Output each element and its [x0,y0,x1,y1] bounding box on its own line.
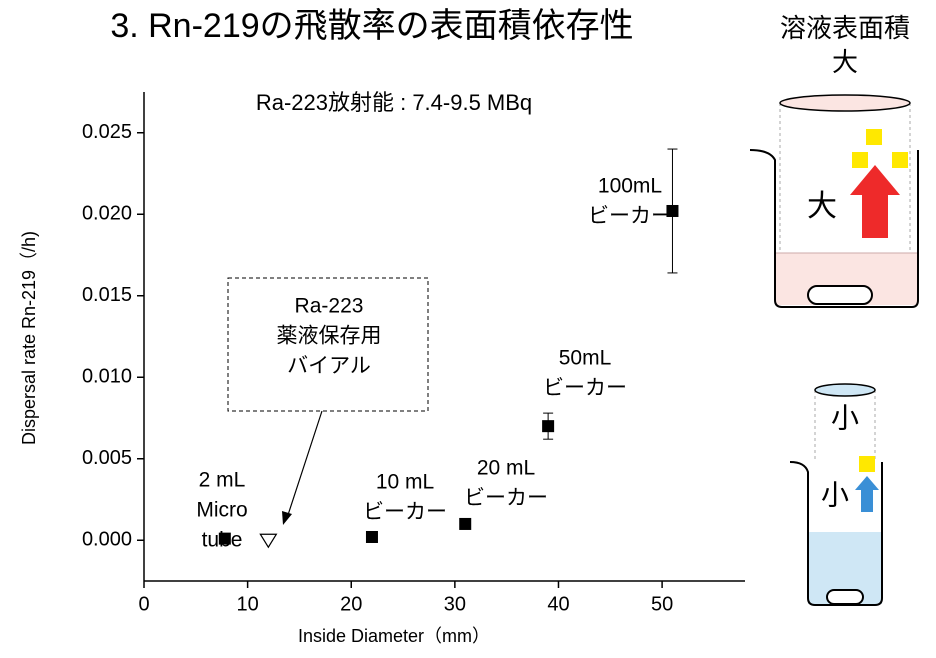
annotation: Ra-223 [295,295,364,318]
diagram-label: 小 [821,479,849,510]
annotation: ビーカー [464,487,548,510]
annotation: ビーカー [588,205,672,228]
y-tick-label: 0.015 [82,284,132,306]
page: {"chart_data": {"type": "scatter", "titl… [0,0,936,653]
y-tick-label: 0.000 [82,529,132,551]
title: 3. Rn-219の飛散率の表面積依存性 [110,7,633,45]
x-tick-label: 30 [444,593,466,615]
point [260,534,276,547]
x-tick-label: 50 [651,593,673,615]
annotation: ビーカー [363,501,447,524]
x-tick-label: 40 [547,593,569,615]
annotation: 100mL [598,175,662,198]
diagram-heading: 大 [832,47,858,77]
y-tick-label: 0.005 [82,447,132,469]
point [366,531,378,543]
y-tick-label: 0.010 [82,366,132,388]
point [459,518,471,530]
x-axis-label: Inside Diameter（mm） [298,626,490,646]
annotation: 20 mL [477,457,535,480]
subtitle: Ra-223放射能 : 7.4-9.5 MBq [256,90,532,115]
annotation: 2 mL [199,469,246,492]
y-tick-label: 0.025 [82,121,132,143]
annotation: Micro [196,499,247,522]
annotation: バイアル [287,355,371,378]
annotation: 10 mL [376,471,434,494]
x-tick-label: 20 [340,593,362,615]
diagram-label: 大 [807,190,837,223]
x-tick-label: 10 [236,593,258,615]
point [542,420,554,432]
callout-arrow [287,411,322,518]
y-tick-label: 0.020 [82,203,132,225]
callout-arrowhead [282,511,292,525]
annotation: ビーカー [543,377,627,400]
annotation: 薬液保存用 [277,325,382,348]
y-axis-label: Dispersal rate Rn-219（/h) [19,231,39,445]
x-tick-label: 0 [138,593,149,615]
annotation: 50mL [559,347,612,370]
diagram-heading: 溶液表面積 [780,13,910,43]
annotation: tube [202,529,243,552]
slide: 3. Rn-219の飛散率の表面積依存性 Ra-223放射能 : 7.4-9.5… [0,0,936,653]
diagram-label: 小 [831,402,859,433]
